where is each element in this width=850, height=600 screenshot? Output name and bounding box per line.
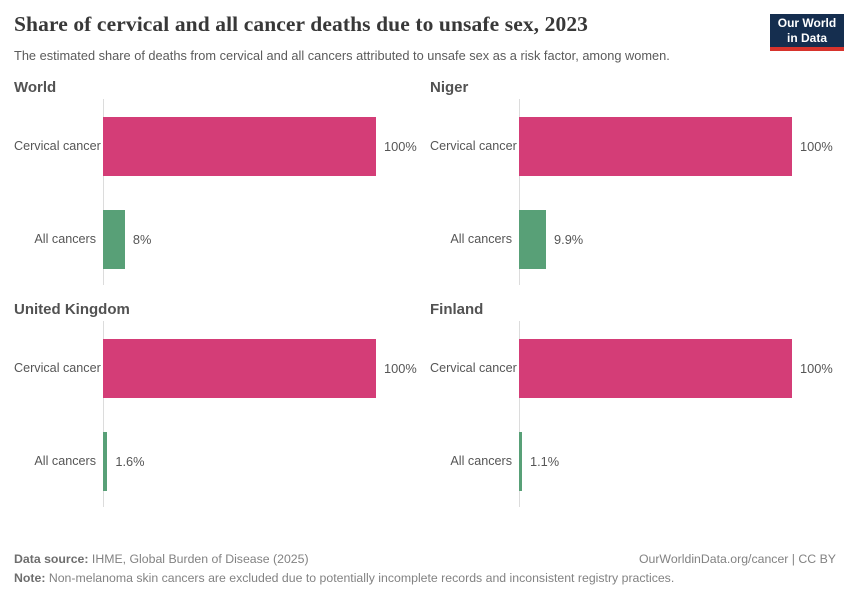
- note-label: Note:: [14, 570, 46, 585]
- value-label: 8%: [132, 231, 152, 247]
- small-multiples-grid: World Cervical cancer 100% All cancers 8…: [14, 78, 836, 507]
- owid-logo-box: Our World in Data: [770, 14, 844, 47]
- bar-cervical-cancer: [103, 116, 376, 176]
- bar-track: 100%: [519, 338, 833, 398]
- category-label: All cancers: [34, 232, 96, 247]
- data-source-line[interactable]: Data source: IHME, Global Burden of Dise…: [14, 550, 309, 568]
- note-line: Note: Non-melanoma skin cancers are excl…: [14, 571, 674, 585]
- panel-title: Finland: [430, 300, 484, 318]
- chart-subtitle: The estimated share of deaths from cervi…: [14, 48, 670, 63]
- bar-cervical-cancer: [519, 116, 792, 176]
- bar-track: 100%: [103, 116, 417, 176]
- bar-row-cervical: Cervical cancer 100%: [430, 116, 836, 176]
- owid-logo-line1: Our World: [777, 16, 837, 31]
- bar-track: 1.1%: [519, 431, 792, 491]
- note-text: Non-melanoma skin cancers are excluded d…: [45, 570, 675, 585]
- panel-niger: Niger Cervical cancer 100% All cancers 9…: [430, 78, 836, 285]
- bar-row-cervical: Cervical cancer 100%: [14, 338, 420, 398]
- bar-cervical-cancer: [519, 338, 792, 398]
- value-label: 100%: [800, 138, 833, 154]
- value-label: 1.1%: [530, 453, 560, 469]
- bar-row-all-cancers: All cancers 8%: [14, 209, 420, 269]
- category-label: All cancers: [450, 232, 512, 247]
- bar-track: 8%: [103, 209, 376, 269]
- panel-title: World: [14, 78, 57, 96]
- bar-row-all-cancers: All cancers 1.1%: [430, 431, 836, 491]
- owid-logo-line2: in Data: [786, 30, 827, 45]
- data-source-text: IHME, Global Burden of Disease (2025): [88, 552, 309, 567]
- bar-track: 9.9%: [519, 209, 792, 269]
- bar-track: 100%: [519, 116, 833, 176]
- bar-track: 100%: [103, 338, 417, 398]
- value-label: 1.6%: [115, 453, 145, 469]
- chart-footer: Data source: IHME, Global Burden of Dise…: [14, 550, 836, 587]
- bar-cervical-cancer: [103, 338, 376, 398]
- bar-row-cervical: Cervical cancer 100%: [430, 338, 836, 398]
- bar-row-all-cancers: All cancers 9.9%: [430, 209, 836, 269]
- panel-finland: Finland Cervical cancer 100% All cancers…: [430, 300, 836, 507]
- bar-row-cervical: Cervical cancer 100%: [14, 116, 420, 176]
- value-label: 100%: [800, 360, 833, 376]
- panel-united-kingdom: United Kingdom Cervical cancer 100% All …: [14, 300, 420, 507]
- y-axis-line: [103, 98, 104, 285]
- bar-track: 1.6%: [103, 431, 376, 491]
- category-label: All cancers: [450, 454, 512, 469]
- value-label: 100%: [384, 138, 417, 154]
- plot-area: Cervical cancer 100% All cancers 9.9%: [430, 98, 836, 285]
- owid-logo: Our World in Data: [770, 14, 844, 51]
- y-axis-line: [103, 320, 104, 507]
- attribution-link[interactable]: OurWorldinData.org/cancer | CC BY: [638, 552, 836, 567]
- y-axis-line: [519, 320, 520, 507]
- plot-area: Cervical cancer 100% All cancers 1.6%: [14, 320, 420, 507]
- bar-row-all-cancers: All cancers 1.6%: [14, 431, 420, 491]
- category-label: Cervical cancer: [430, 139, 517, 154]
- owid-logo-stripe: [770, 47, 844, 51]
- data-source-label: Data source:: [14, 552, 89, 567]
- bar-all-cancers: [519, 431, 522, 491]
- bar-all-cancers: [103, 431, 108, 491]
- bar-all-cancers: [519, 209, 547, 269]
- category-label: Cervical cancer: [430, 361, 517, 376]
- value-label: 100%: [384, 360, 417, 376]
- plot-area: Cervical cancer 100% All cancers 1.1%: [430, 320, 836, 507]
- category-label: Cervical cancer: [14, 139, 101, 154]
- panel-title: Niger: [430, 78, 469, 96]
- panel-title: United Kingdom: [14, 300, 130, 318]
- category-label: All cancers: [34, 454, 96, 469]
- y-axis-line: [519, 98, 520, 285]
- plot-area: Cervical cancer 100% All cancers 8%: [14, 98, 420, 285]
- category-label: Cervical cancer: [14, 361, 101, 376]
- value-label: 9.9%: [554, 231, 584, 247]
- panel-world: World Cervical cancer 100% All cancers 8…: [14, 78, 420, 285]
- page-title: Share of cervical and all cancer deaths …: [14, 12, 589, 36]
- bar-all-cancers: [103, 209, 125, 269]
